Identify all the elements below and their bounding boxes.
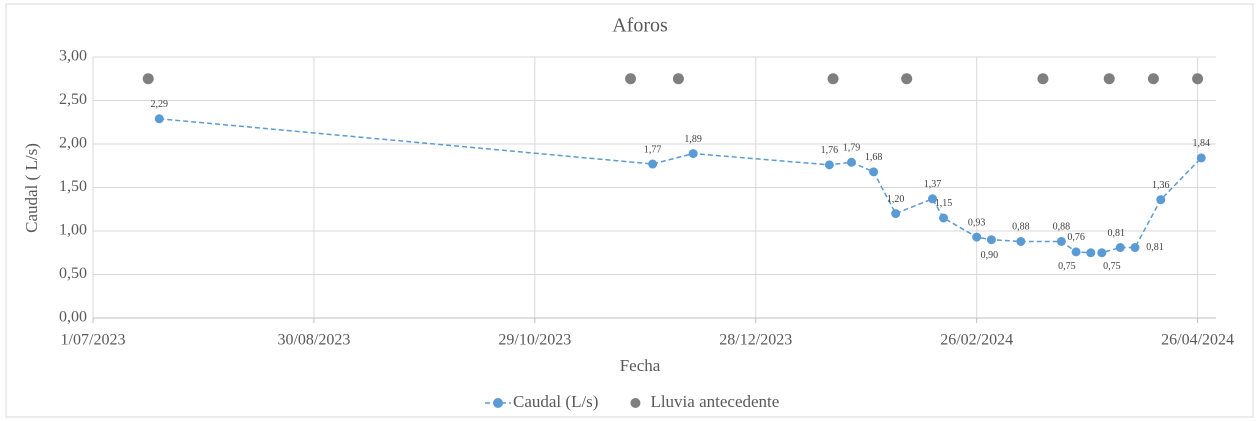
data-label: 2,29 bbox=[151, 99, 169, 110]
data-point bbox=[1097, 248, 1107, 258]
data-label: 0,88 bbox=[1012, 222, 1030, 233]
chart-frame bbox=[5, 3, 1254, 418]
data-label: 1,68 bbox=[865, 152, 883, 163]
x-tick-label: 26/02/2024 bbox=[940, 332, 1013, 349]
y-tick-label: 0,50 bbox=[59, 265, 87, 282]
data-label: 1,89 bbox=[684, 134, 702, 145]
data-label: 1,84 bbox=[1193, 138, 1211, 149]
data-point bbox=[1037, 73, 1049, 85]
legend-marker bbox=[630, 398, 641, 408]
data-point bbox=[827, 73, 839, 85]
data-point bbox=[672, 73, 684, 85]
x-tick-label: 26/04/2024 bbox=[1161, 332, 1234, 349]
data-point bbox=[901, 73, 913, 85]
data-point bbox=[1130, 243, 1140, 253]
y-tick-label: 1,00 bbox=[59, 222, 87, 239]
data-point bbox=[1103, 73, 1115, 85]
data-point bbox=[1016, 236, 1026, 246]
data-point bbox=[846, 157, 856, 167]
x-tick-label: 1/07/2023 bbox=[61, 332, 126, 349]
data-point bbox=[927, 194, 937, 204]
data-point bbox=[688, 149, 698, 159]
y-tick-label: 1,50 bbox=[59, 178, 87, 195]
data-point bbox=[1196, 153, 1206, 163]
data-label: 0,88 bbox=[1053, 222, 1071, 233]
data-label: 1,15 bbox=[935, 198, 953, 209]
y-axis-label: Caudal ( L/s) bbox=[22, 143, 41, 233]
data-label: 0,75 bbox=[1058, 261, 1076, 272]
x-tick-label: 30/08/2023 bbox=[277, 332, 350, 349]
legend-label: Lluvia antecedente bbox=[650, 392, 779, 411]
data-label: 1,36 bbox=[1152, 180, 1170, 191]
data-point bbox=[972, 232, 982, 242]
data-point bbox=[1056, 236, 1066, 246]
y-tick-label: 0,00 bbox=[59, 309, 87, 326]
data-point bbox=[142, 73, 154, 85]
data-label: 1,79 bbox=[843, 143, 861, 154]
data-point bbox=[1071, 247, 1081, 257]
legend-item: Lluvia antecedente bbox=[630, 392, 779, 411]
data-label: 1,37 bbox=[924, 179, 942, 190]
data-point bbox=[154, 114, 164, 124]
data-point bbox=[869, 167, 879, 177]
x-axis-label: Fecha bbox=[620, 356, 661, 375]
data-point bbox=[648, 159, 658, 169]
data-point bbox=[1192, 73, 1204, 85]
data-label: 0,81 bbox=[1108, 228, 1126, 239]
data-label: 1,76 bbox=[821, 145, 839, 156]
data-label: 0,81 bbox=[1146, 242, 1164, 253]
y-tick-label: 2,50 bbox=[59, 91, 87, 108]
data-label: 0,75 bbox=[1103, 261, 1121, 272]
data-point bbox=[1147, 73, 1159, 85]
legend-label: Caudal (L/s) bbox=[513, 392, 598, 411]
data-point bbox=[939, 213, 949, 223]
data-point bbox=[1156, 195, 1166, 205]
x-tick-label: 29/10/2023 bbox=[498, 332, 571, 349]
y-tick-label: 2,00 bbox=[59, 135, 87, 152]
data-point bbox=[1115, 243, 1125, 253]
data-label: 0,76 bbox=[1067, 232, 1085, 243]
data-label: 0,90 bbox=[981, 250, 999, 261]
legend-item: Caudal (L/s) bbox=[485, 392, 598, 411]
data-point bbox=[824, 160, 834, 170]
data-label: 1,77 bbox=[644, 144, 662, 155]
data-point bbox=[891, 209, 901, 219]
data-label: 1,20 bbox=[887, 194, 905, 205]
data-label: 0,93 bbox=[968, 217, 986, 228]
x-tick-label: 28/12/2023 bbox=[719, 332, 792, 349]
data-point bbox=[1086, 248, 1096, 258]
y-tick-label: 3,00 bbox=[59, 48, 87, 65]
chart-title: Aforos bbox=[612, 15, 668, 37]
data-point bbox=[625, 73, 637, 85]
legend-marker bbox=[493, 398, 503, 408]
data-point bbox=[986, 235, 996, 245]
